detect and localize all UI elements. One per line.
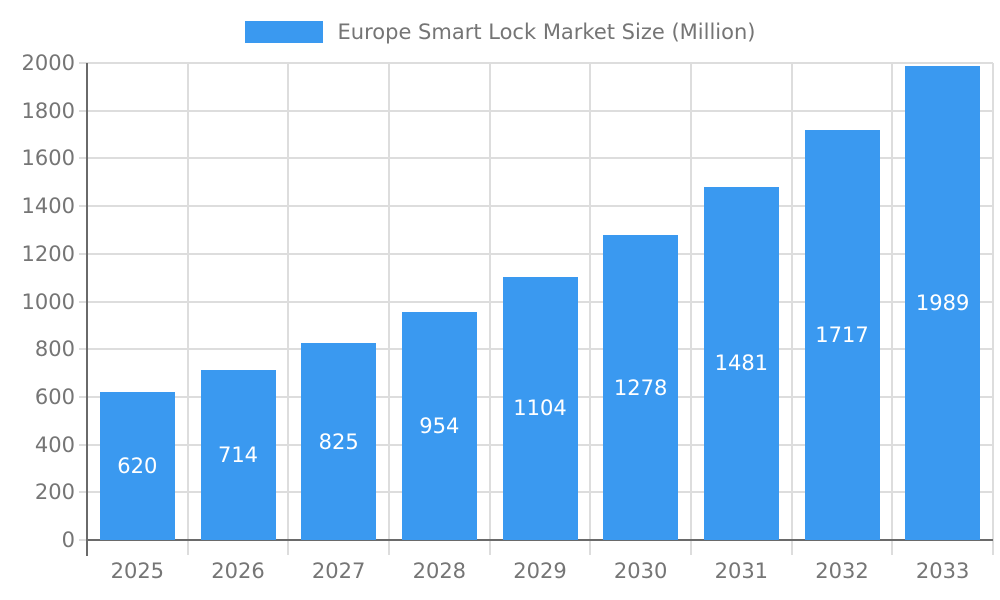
x-axis-tick [388, 540, 390, 555]
y-axis-tick [79, 491, 87, 494]
y-axis-tick [79, 395, 87, 398]
gridline-vertical [186, 63, 189, 540]
bar-value-label: 1989 [915, 290, 970, 315]
x-tick-label: 2031 [714, 559, 769, 583]
bar-value-label: 954 [419, 414, 460, 439]
x-tick-label: 2030 [613, 559, 668, 583]
bar[interactable]: 714 [200, 369, 276, 540]
bar[interactable]: 1717 [804, 130, 880, 540]
legend-swatch-icon [244, 21, 323, 43]
y-tick-label: 0 [61, 528, 75, 552]
y-tick-label: 600 [34, 384, 75, 409]
bar[interactable]: 1278 [603, 235, 679, 540]
gridline-vertical [388, 63, 390, 540]
gridline-horizontal [87, 109, 993, 112]
x-tick-label: 2027 [311, 559, 366, 583]
x-tick-label: 2032 [815, 559, 869, 583]
y-tick-label: 1400 [21, 194, 75, 219]
x-axis-tick [287, 540, 290, 555]
y-axis-line [86, 63, 88, 556]
x-tick-label: 2028 [412, 559, 467, 583]
bar-value-label: 1278 [613, 375, 668, 400]
gridline-horizontal [87, 205, 993, 208]
x-tick-label: 2025 [110, 559, 165, 583]
gridline-vertical [287, 63, 290, 540]
y-tick-label: 1200 [21, 241, 75, 266]
x-axis-tick [992, 540, 994, 555]
y-tick-label: 200 [34, 480, 75, 505]
bar[interactable]: 620 [99, 392, 175, 540]
bar[interactable]: 954 [401, 312, 477, 540]
bar-value-label: 620 [117, 454, 158, 479]
y-tick-label: 400 [34, 432, 75, 457]
x-tick-label: 2029 [513, 559, 567, 583]
x-axis-tick [186, 540, 189, 555]
y-axis-tick [79, 300, 87, 303]
bar-value-label: 714 [217, 442, 259, 467]
x-tick-label: 2033 [915, 559, 970, 583]
y-tick-label: 1800 [21, 98, 75, 123]
x-axis-tick [690, 540, 692, 555]
gridline-vertical [690, 63, 692, 540]
gridline-horizontal [87, 157, 993, 160]
y-axis-tick [79, 539, 87, 541]
legend[interactable]: Europe Smart Lock Market Size (Million) [0, 20, 1000, 44]
bar[interactable]: 1989 [905, 65, 981, 540]
y-axis-tick [79, 109, 87, 112]
gridline-vertical [992, 63, 994, 540]
gridline-horizontal [87, 252, 993, 255]
y-axis-tick [79, 443, 87, 446]
bar-value-label: 1481 [714, 351, 769, 376]
x-axis-tick [488, 540, 491, 555]
y-tick-label: 2000 [21, 51, 75, 75]
gridline-vertical [790, 63, 793, 540]
bar-value-label: 825 [318, 429, 359, 454]
bar-value-label: 1717 [815, 323, 869, 348]
y-axis-tick [79, 157, 87, 160]
bar[interactable]: 825 [301, 343, 377, 540]
bar-value-label: 1104 [513, 396, 567, 421]
y-axis-tick [79, 348, 87, 351]
y-tick-label: 800 [34, 337, 75, 362]
bar[interactable]: 1481 [703, 186, 779, 540]
gridline-vertical [589, 63, 592, 540]
y-axis-tick [79, 252, 87, 255]
bar[interactable]: 1104 [502, 276, 578, 540]
gridline-vertical [488, 63, 491, 540]
gridline-horizontal [87, 62, 993, 64]
y-axis-tick [79, 205, 87, 208]
x-axis-tick [790, 540, 793, 555]
x-tick-label: 2026 [211, 559, 265, 583]
y-tick-label: 1000 [21, 289, 75, 314]
y-axis-tick [79, 62, 87, 64]
y-tick-label: 1600 [21, 146, 75, 171]
x-axis-tick [589, 540, 592, 555]
gridline-vertical [891, 63, 894, 540]
legend-label: Europe Smart Lock Market Size (Million) [337, 20, 756, 44]
x-axis-tick [891, 540, 894, 555]
x-axis-line [86, 539, 993, 541]
